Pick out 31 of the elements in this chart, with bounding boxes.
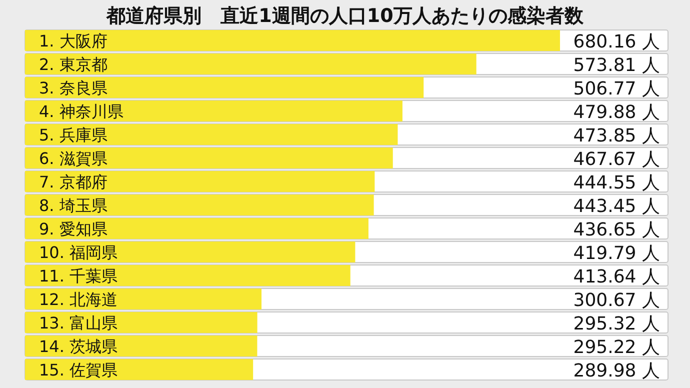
y-tick-label: 2. 東京都 bbox=[39, 55, 108, 74]
y-tick-label: 9. 愛知県 bbox=[39, 220, 108, 238]
y-tick-label: 7. 京都府 bbox=[39, 172, 108, 192]
data-label: 419.79 人 bbox=[573, 243, 660, 264]
data-label: 473.85 人 bbox=[573, 126, 660, 146]
y-tick-label: 6. 滋賀県 bbox=[39, 149, 108, 168]
data-label: 436.65 人 bbox=[573, 220, 660, 240]
y-tick-label: 8. 埼玉県 bbox=[39, 196, 108, 215]
data-label: 295.22 人 bbox=[573, 337, 660, 358]
y-tick-label: 11. 千葉県 bbox=[39, 266, 118, 286]
data-label: 680.16 人 bbox=[573, 32, 660, 52]
y-tick-label: 14. 茨城県 bbox=[39, 337, 118, 356]
chart-title: 都道府県別 直近1週間の人口10万人あたりの感染者数 bbox=[106, 5, 584, 27]
y-tick-label: 15. 佐賀県 bbox=[39, 360, 118, 380]
data-label: 289.98 人 bbox=[573, 360, 660, 382]
data-label: 467.67 人 bbox=[573, 149, 660, 170]
data-label: 413.64 人 bbox=[573, 266, 660, 288]
data-label: 444.55 人 bbox=[573, 172, 660, 194]
y-tick-label: 10. 福岡県 bbox=[39, 243, 118, 262]
data-label: 573.81 人 bbox=[573, 55, 660, 76]
y-tick-label: 3. 奈良県 bbox=[39, 78, 108, 98]
y-tick-label: 5. 兵庫県 bbox=[39, 126, 108, 144]
data-label: 506.77 人 bbox=[573, 78, 660, 100]
data-label: 300.67 人 bbox=[573, 290, 660, 311]
y-tick-label: 4. 神奈川県 bbox=[39, 102, 124, 121]
data-label: 295.32 人 bbox=[573, 314, 660, 334]
y-tick-label: 1. 大阪府 bbox=[39, 32, 108, 50]
data-label: 443.45 人 bbox=[573, 196, 660, 217]
y-tick-label: 12. 北海道 bbox=[39, 290, 118, 309]
data-label: 479.88 人 bbox=[573, 102, 660, 123]
y-tick-label: 13. 富山県 bbox=[39, 314, 118, 332]
